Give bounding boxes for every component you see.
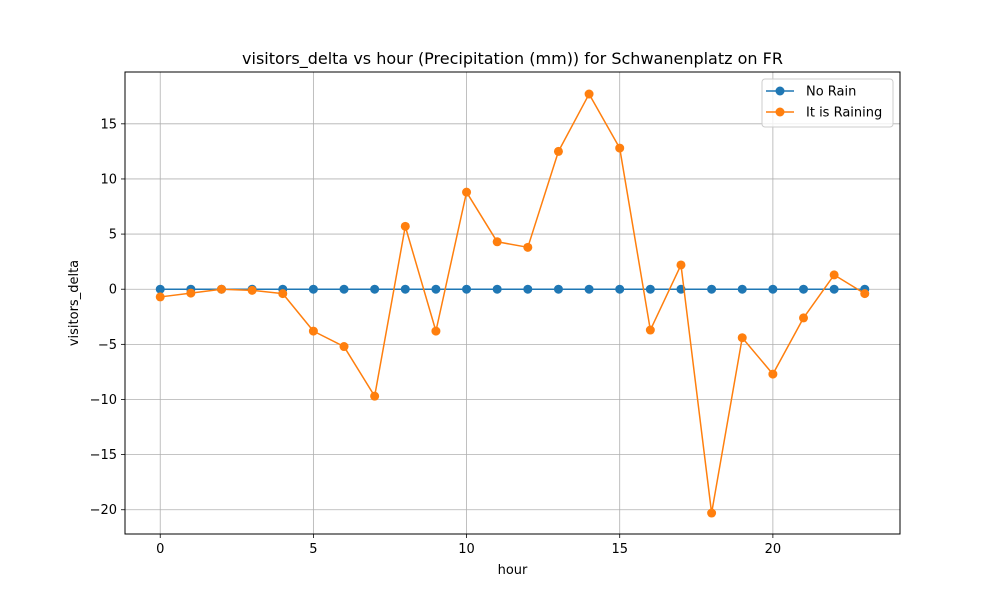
legend-label-raining: It is Raining <box>806 106 882 121</box>
data-point-it-is-raining <box>799 313 809 323</box>
data-point-it-is-raining <box>676 260 686 270</box>
data-point-it-is-raining <box>860 289 870 299</box>
y-tick-label: −20 <box>90 503 117 518</box>
data-point-it-is-raining <box>553 146 563 156</box>
data-point-no-rain <box>829 284 839 294</box>
chart-title: visitors_delta vs hour (Precipitation (m… <box>242 49 783 69</box>
data-point-it-is-raining <box>492 237 502 247</box>
data-point-it-is-raining <box>308 326 318 336</box>
data-point-no-rain <box>492 284 502 294</box>
data-point-no-rain <box>431 284 441 294</box>
y-tick-label: 10 <box>100 172 117 187</box>
data-point-it-is-raining <box>247 285 257 295</box>
data-point-no-rain <box>339 284 349 294</box>
y-tick-label: −5 <box>98 338 117 353</box>
plot-frame <box>124 71 901 535</box>
x-tick-label: 0 <box>156 542 164 557</box>
series-it-is-raining <box>155 89 870 518</box>
data-point-no-rain <box>799 284 809 294</box>
data-point-it-is-raining <box>431 326 441 336</box>
data-point-no-rain <box>553 284 563 294</box>
data-point-no-rain <box>737 284 747 294</box>
y-axis-ticks: −20 −15 −10 −5 0 5 10 15 <box>90 117 125 518</box>
data-point-no-rain <box>584 284 594 294</box>
legend: No Rain It is Raining <box>761 78 894 128</box>
data-point-no-rain <box>768 284 778 294</box>
data-point-it-is-raining <box>584 89 594 99</box>
data-point-it-is-raining <box>829 270 839 280</box>
data-point-it-is-raining <box>707 508 717 518</box>
x-tick-label: 5 <box>309 542 317 557</box>
data-point-it-is-raining <box>339 342 349 352</box>
data-point-it-is-raining <box>278 289 288 299</box>
x-tick-label: 15 <box>611 542 628 557</box>
x-tick-label: 20 <box>765 542 782 557</box>
legend-marker-no-rain <box>775 86 785 96</box>
y-tick-label: 0 <box>109 283 117 298</box>
data-point-no-rain <box>308 284 318 294</box>
x-axis-ticks: 0 5 10 15 20 <box>156 534 781 557</box>
legend-marker-raining <box>775 107 785 117</box>
y-tick-label: 15 <box>100 117 117 132</box>
x-tick-label: 10 <box>458 542 475 557</box>
data-point-no-rain <box>400 284 410 294</box>
data-point-no-rain <box>155 284 165 294</box>
x-axis-label: hour <box>498 563 528 578</box>
data-point-it-is-raining <box>523 242 533 252</box>
data-point-no-rain <box>523 284 533 294</box>
series-line-it-is-raining <box>160 93 866 514</box>
data-point-it-is-raining <box>737 333 747 343</box>
series-layer <box>155 89 870 518</box>
data-point-it-is-raining <box>155 292 165 302</box>
data-point-it-is-raining <box>370 391 380 401</box>
data-point-it-is-raining <box>216 284 226 294</box>
y-tick-label: 5 <box>109 228 117 243</box>
data-point-it-is-raining <box>400 221 410 231</box>
data-point-it-is-raining <box>645 325 655 335</box>
data-point-no-rain <box>370 284 380 294</box>
legend-box <box>761 78 894 128</box>
data-point-it-is-raining <box>615 143 625 153</box>
data-point-no-rain <box>615 284 625 294</box>
data-point-no-rain <box>462 284 472 294</box>
data-point-no-rain <box>707 284 717 294</box>
data-point-it-is-raining <box>768 369 778 379</box>
data-point-it-is-raining <box>462 187 472 197</box>
legend-label-no-rain: No Rain <box>806 85 856 100</box>
data-point-it-is-raining <box>186 288 196 298</box>
y-axis-label: visitors_delta <box>67 260 82 346</box>
y-tick-label: −15 <box>90 448 117 463</box>
data-point-no-rain <box>645 284 655 294</box>
y-tick-label: −10 <box>90 393 117 408</box>
